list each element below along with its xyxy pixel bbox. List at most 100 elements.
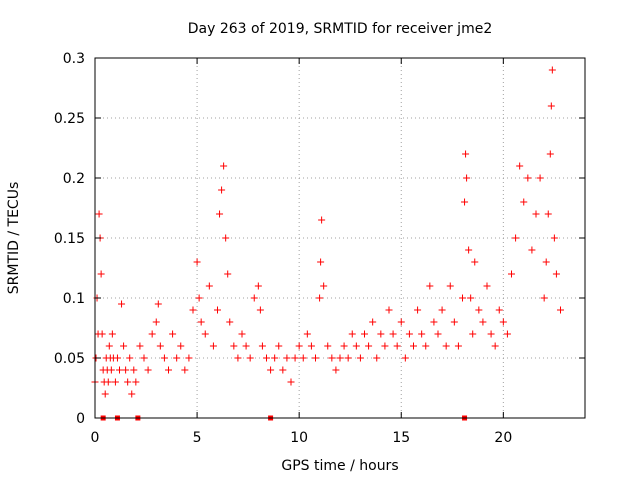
data-point <box>205 282 213 290</box>
data-point <box>307 342 315 350</box>
data-point <box>328 354 336 362</box>
data-point <box>254 282 262 290</box>
data-point <box>317 258 325 266</box>
data-point <box>107 366 115 374</box>
y-tick-label: 0.05 <box>54 351 85 367</box>
data-point <box>503 330 511 338</box>
axis-ticks: 0 0.05 0.1 0.15 0.2 0.25 0.3 0 5 10 15 20 <box>54 51 585 446</box>
data-point <box>197 318 205 326</box>
data-point <box>250 294 258 302</box>
data-point <box>156 342 164 350</box>
data-point <box>295 342 303 350</box>
data-point <box>126 354 134 362</box>
data-point <box>414 306 422 314</box>
data-point <box>258 342 266 350</box>
data-point <box>536 174 544 182</box>
data-point <box>532 210 540 218</box>
data-point <box>303 330 311 338</box>
data-point <box>426 282 434 290</box>
data-point <box>124 378 132 386</box>
data-point <box>111 378 119 386</box>
data-point <box>491 342 499 350</box>
data-point <box>283 354 291 362</box>
data-point <box>332 366 340 374</box>
data-point <box>369 318 377 326</box>
data-point <box>136 342 144 350</box>
y-tick-label: 0.3 <box>63 51 85 67</box>
data-point <box>189 306 197 314</box>
data-point <box>524 174 532 182</box>
data-point <box>98 330 106 338</box>
data-point <box>218 186 226 194</box>
data-point <box>312 354 319 362</box>
data-point <box>467 294 475 302</box>
data-point <box>120 342 128 350</box>
data-point <box>365 342 373 350</box>
data-point <box>462 150 470 158</box>
data-point <box>550 234 558 242</box>
data-point <box>401 354 409 362</box>
chart-title: Day 263 of 2019, SRMTID for receiver jme… <box>188 21 492 37</box>
data-point <box>459 294 466 302</box>
data-point <box>450 318 458 326</box>
data-point <box>483 282 491 290</box>
data-point <box>216 210 224 218</box>
data-point <box>454 342 462 350</box>
data-point <box>422 342 430 350</box>
data-point <box>220 162 228 170</box>
data-point <box>389 330 397 338</box>
data-point <box>495 306 503 314</box>
data-point <box>291 354 299 362</box>
data-point <box>465 246 473 254</box>
data-point <box>373 354 381 362</box>
data-point <box>475 306 483 314</box>
data-point <box>548 66 556 74</box>
data-point <box>209 342 217 350</box>
data-point <box>152 318 160 326</box>
data-point <box>256 306 264 314</box>
data-point <box>344 354 352 362</box>
x-tick-label: 15 <box>392 430 410 446</box>
x-axis-label: GPS time / hours <box>281 458 398 474</box>
data-point <box>118 300 126 308</box>
y-axis-label: SRMTID / TECUs <box>6 182 22 295</box>
data-point <box>508 270 515 278</box>
grid-lines <box>95 58 585 418</box>
data-point <box>132 378 140 386</box>
data-point <box>336 354 344 362</box>
data-point <box>224 270 232 278</box>
data-point <box>340 342 348 350</box>
data-point <box>271 354 279 362</box>
data-point <box>214 306 221 314</box>
x-tick-label: 10 <box>290 430 308 446</box>
data-point <box>463 174 471 182</box>
data-point <box>348 330 356 338</box>
y-tick-label: 0 <box>76 411 85 427</box>
data-point <box>542 258 550 266</box>
data-point <box>154 300 162 308</box>
x-tick-label: 20 <box>494 430 512 446</box>
data-point <box>520 198 528 206</box>
data-point <box>287 378 295 386</box>
data-point <box>222 234 230 242</box>
data-point <box>193 258 201 266</box>
data-point <box>267 366 275 374</box>
data-point <box>144 366 152 374</box>
data-point <box>438 306 446 314</box>
data-point <box>499 318 507 326</box>
data-point <box>446 282 454 290</box>
data-point <box>275 342 283 350</box>
data-point <box>471 258 479 266</box>
data-point <box>544 210 552 218</box>
data-point <box>381 342 389 350</box>
data-point <box>528 246 536 254</box>
data-point <box>356 354 364 362</box>
data-point <box>95 210 103 218</box>
data-point <box>418 330 426 338</box>
data-point <box>397 318 405 326</box>
y-tick-label: 0.1 <box>63 291 85 307</box>
data-point <box>279 366 287 374</box>
data-point <box>230 342 238 350</box>
data-point <box>352 342 360 350</box>
